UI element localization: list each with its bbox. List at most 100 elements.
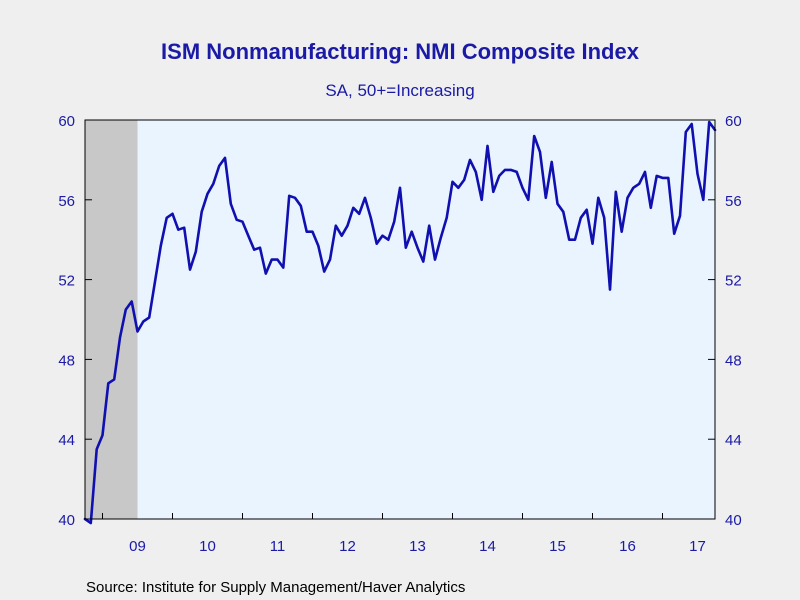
data-point	[463, 179, 466, 181]
x-tick-label: 16	[619, 538, 636, 555]
data-point	[445, 217, 448, 219]
data-point	[183, 226, 185, 229]
data-point	[375, 242, 378, 245]
data-point	[393, 220, 396, 223]
data-point	[311, 230, 314, 233]
data-point	[300, 205, 302, 207]
y-tick-label-right: 56	[725, 193, 742, 210]
data-point	[504, 169, 506, 171]
data-point	[317, 244, 320, 247]
data-point	[259, 246, 261, 249]
data-point	[661, 177, 664, 179]
data-point	[288, 195, 291, 197]
data-point	[644, 171, 646, 173]
data-point	[119, 336, 121, 339]
data-point	[224, 157, 226, 159]
data-point	[125, 308, 127, 311]
source-note: Source: Institute for Supply Management/…	[86, 579, 465, 596]
data-point	[702, 199, 705, 201]
data-point	[247, 234, 250, 237]
data-point	[609, 288, 611, 291]
data-point	[515, 171, 518, 173]
data-point	[294, 197, 296, 199]
data-point	[113, 378, 115, 381]
data-point	[165, 217, 168, 219]
data-point	[195, 250, 197, 253]
data-point	[340, 234, 343, 237]
data-point	[615, 191, 617, 193]
data-point	[253, 248, 255, 251]
data-point	[323, 270, 326, 273]
data-point	[620, 230, 623, 233]
data-point	[533, 135, 535, 137]
data-point	[492, 191, 495, 193]
data-point	[650, 207, 652, 209]
data-point	[539, 151, 541, 153]
data-point	[160, 244, 162, 247]
data-point	[212, 183, 215, 185]
data-point	[486, 145, 489, 147]
data-point	[189, 268, 191, 271]
data-point	[107, 382, 110, 385]
data-point	[364, 197, 366, 199]
data-point	[352, 207, 355, 209]
data-point	[708, 121, 710, 123]
data-point	[451, 181, 454, 183]
data-point	[148, 316, 150, 319]
plot-frame	[84, 119, 716, 520]
data-point	[580, 217, 582, 219]
data-point	[527, 199, 530, 201]
data-point	[638, 183, 640, 185]
data-point	[387, 238, 390, 241]
data-point	[235, 219, 238, 221]
data-point	[562, 211, 565, 213]
data-point	[690, 123, 693, 125]
x-tick-label: 14	[479, 538, 496, 555]
data-point	[101, 434, 104, 437]
y-tick-label-left: 52	[58, 273, 75, 290]
data-point	[370, 217, 372, 219]
data-point	[154, 280, 156, 283]
data-point	[218, 165, 220, 167]
y-tick-label-left: 40	[58, 512, 75, 529]
data-point	[171, 213, 174, 215]
data-point	[556, 203, 559, 205]
data-point	[510, 169, 512, 171]
data-point	[265, 272, 267, 275]
data-point	[270, 258, 273, 261]
data-point	[276, 258, 279, 261]
data-point	[673, 232, 675, 235]
data-point	[667, 177, 670, 179]
data-point	[335, 224, 337, 227]
x-tick-label: 17	[689, 538, 706, 555]
data-point	[696, 173, 699, 175]
data-point	[434, 258, 436, 261]
y-tick-label-left: 44	[58, 432, 75, 449]
data-point	[329, 258, 331, 261]
data-point	[574, 238, 576, 241]
y-tick-label-right: 44	[725, 432, 742, 449]
data-point	[136, 330, 139, 333]
data-point	[410, 230, 413, 233]
y-tick-label-right: 48	[725, 352, 742, 369]
data-point	[591, 242, 594, 245]
x-tick-label: 10	[199, 538, 216, 555]
chart-subtitle: SA, 50+=Increasing	[325, 81, 474, 100]
plot-area	[85, 120, 715, 519]
data-point	[399, 187, 401, 189]
data-point	[206, 193, 209, 195]
data-point	[305, 230, 308, 233]
x-tick-label: 11	[270, 538, 286, 555]
data-point	[655, 175, 658, 177]
recession-shading	[85, 120, 138, 519]
left-axis-labels: 40 44 48 52 56 60	[58, 113, 75, 529]
data-point	[498, 175, 501, 177]
data-point	[130, 300, 133, 303]
data-point	[428, 224, 431, 227]
data-point	[405, 246, 407, 249]
data-point	[200, 211, 203, 213]
data-point	[475, 171, 477, 173]
x-tick-label: 12	[339, 538, 356, 555]
y-tick-label-right: 60	[725, 113, 742, 130]
